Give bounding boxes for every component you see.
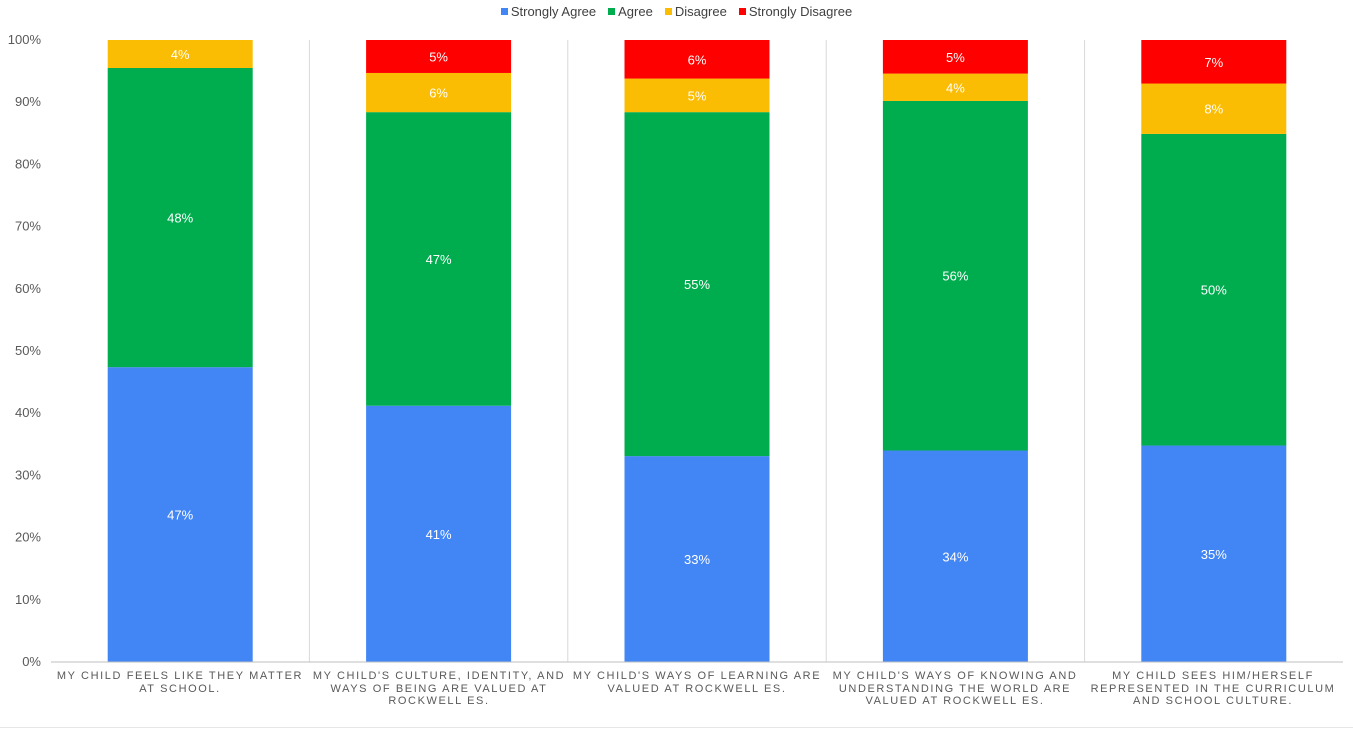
data-label: 41% bbox=[426, 527, 452, 542]
y-tick-label: 80% bbox=[15, 156, 41, 171]
bar-segment bbox=[366, 40, 512, 73]
bar-segment bbox=[882, 100, 1028, 451]
y-tick-label: 30% bbox=[15, 467, 41, 482]
bar-segment bbox=[366, 405, 512, 662]
data-label: 33% bbox=[684, 552, 710, 567]
legend-swatch-agree bbox=[608, 8, 616, 15]
bar-segment bbox=[366, 72, 512, 113]
data-label: 47% bbox=[426, 252, 452, 267]
y-tick-label: 10% bbox=[15, 592, 41, 607]
bar-segment bbox=[107, 40, 253, 68]
bar-segment bbox=[624, 40, 770, 79]
data-label: 5% bbox=[946, 50, 965, 65]
category-label-1: MY CHILD FEELS LIKE THEY MATTER AT SCHOO… bbox=[56, 670, 304, 695]
category-label-2: MY CHILD'S CULTURE, IDENTITY, AND WAYS O… bbox=[312, 670, 566, 707]
data-label: 34% bbox=[942, 549, 968, 564]
legend-swatch-strongly-agree bbox=[500, 8, 508, 15]
y-tick-label: 70% bbox=[15, 219, 41, 234]
legend-label-strongly-agree: Strongly Agree bbox=[510, 4, 597, 19]
data-label: 6% bbox=[429, 86, 448, 101]
data-label: 7% bbox=[1204, 55, 1223, 70]
bar-segment bbox=[882, 73, 1028, 101]
data-label: 5% bbox=[429, 49, 448, 64]
data-label: 4% bbox=[171, 47, 190, 62]
legend-item-strongly-disagree: Strongly Disagree bbox=[738, 4, 853, 19]
legend-swatch-disagree bbox=[664, 8, 672, 15]
data-label: 8% bbox=[1204, 102, 1223, 117]
bar-segment bbox=[107, 67, 253, 368]
bar-segment bbox=[366, 112, 512, 406]
y-tick-label: 60% bbox=[15, 281, 41, 296]
y-tick-label: 20% bbox=[15, 530, 41, 545]
data-label: 48% bbox=[167, 211, 193, 226]
y-tick-label: 100% bbox=[8, 32, 42, 47]
legend-item-agree: Agree bbox=[608, 4, 653, 19]
data-label: 55% bbox=[684, 277, 710, 292]
data-label: 56% bbox=[942, 269, 968, 284]
data-label: 6% bbox=[688, 52, 707, 67]
legend-label-strongly-disagree: Strongly Disagree bbox=[748, 4, 853, 19]
y-tick-label: 0% bbox=[22, 654, 41, 669]
bar-segment bbox=[1141, 445, 1287, 662]
bar-segment bbox=[107, 367, 253, 662]
bar-segment bbox=[624, 456, 770, 662]
legend-swatch-strongly-disagree bbox=[738, 8, 746, 15]
bar-segment bbox=[1141, 133, 1287, 446]
category-label-5: MY CHILD SEES HIM/HERSELF REPRESENTED IN… bbox=[1090, 670, 1336, 707]
bar-segment bbox=[882, 40, 1028, 74]
legend-label-agree: Agree bbox=[618, 4, 653, 19]
y-tick-label: 90% bbox=[15, 94, 41, 109]
bar-segment bbox=[624, 112, 770, 457]
bar-segment bbox=[1141, 83, 1287, 134]
data-label: 5% bbox=[688, 88, 707, 103]
data-label: 47% bbox=[167, 508, 193, 523]
data-label: 50% bbox=[1201, 283, 1227, 298]
y-tick-label: 40% bbox=[15, 405, 41, 420]
data-label: 35% bbox=[1201, 547, 1227, 562]
bar-segment bbox=[1141, 40, 1287, 84]
data-label: 4% bbox=[946, 80, 965, 95]
legend-item-strongly-agree: Strongly Agree bbox=[500, 4, 597, 19]
bottom-divider bbox=[0, 727, 1353, 728]
legend-item-disagree: Disagree bbox=[664, 4, 727, 19]
bar-segment bbox=[882, 450, 1028, 662]
category-label-4: MY CHILD'S WAYS OF KNOWING AND UNDERSTAN… bbox=[832, 670, 1078, 707]
chart-legend: Strongly Agree Agree Disagree Strongly D… bbox=[0, 4, 1353, 19]
category-label-3: MY CHILD'S WAYS OF LEARNING ARE VALUED A… bbox=[572, 670, 822, 695]
bar-segment bbox=[624, 78, 770, 113]
legend-label-disagree: Disagree bbox=[674, 4, 727, 19]
y-tick-label: 50% bbox=[15, 343, 41, 358]
